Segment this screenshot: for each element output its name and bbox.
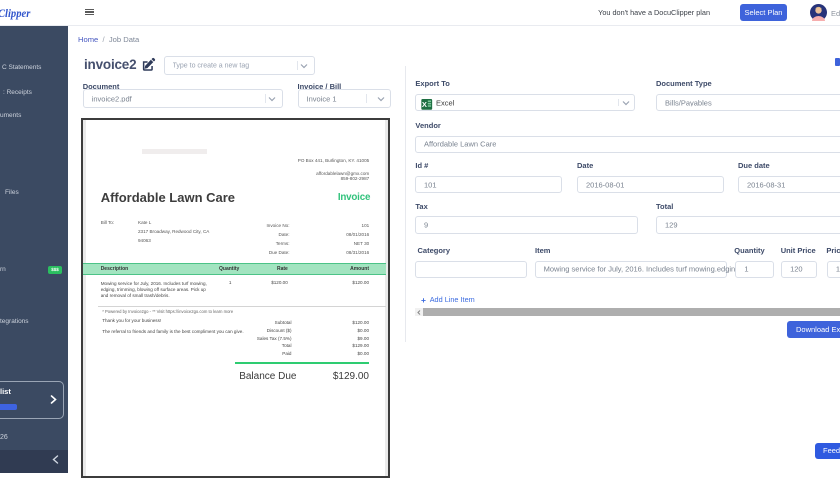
svg-text:X: X xyxy=(422,100,427,109)
